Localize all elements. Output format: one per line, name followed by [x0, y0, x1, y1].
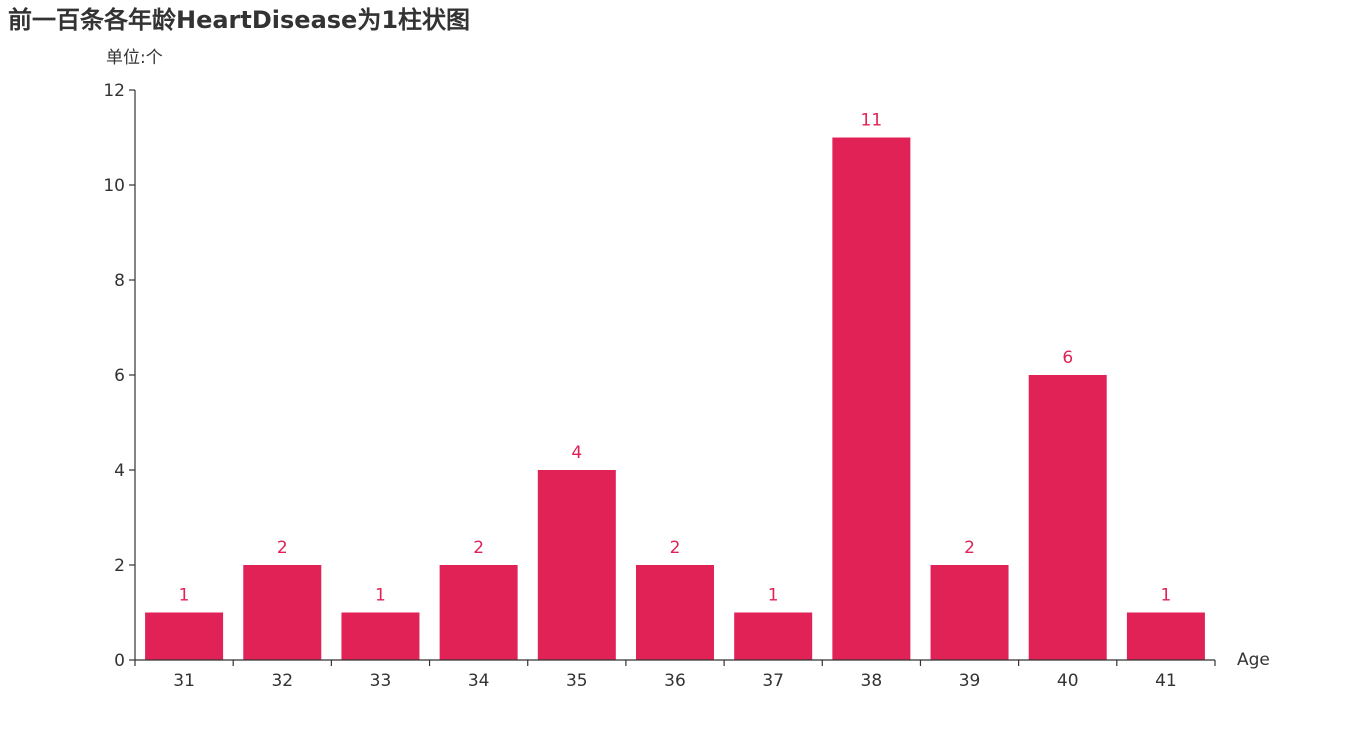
y-tick-label-12: 12 [103, 81, 125, 101]
y-tick-label-6: 6 [114, 366, 125, 386]
x-tick-label-37: 37 [762, 671, 784, 691]
bar-40[interactable] [1028, 375, 1107, 660]
x-axis-label: Age [1237, 650, 1270, 670]
y-axis-label: 单位:个 [106, 48, 163, 68]
x-tick-label-35: 35 [566, 671, 588, 691]
data-label-31: 1 [179, 586, 190, 606]
x-tick-label-34: 34 [468, 671, 490, 691]
bar-32[interactable] [243, 565, 322, 660]
bar-31[interactable] [145, 612, 224, 661]
y-tick-label-10: 10 [103, 176, 125, 196]
data-label-33: 1 [375, 586, 386, 606]
chart-title: 前一百条各年龄HeartDisease为1柱状图 [8, 6, 471, 34]
y-tick-label-0: 0 [114, 651, 125, 671]
y-tick-label-8: 8 [114, 271, 125, 291]
x-tick-label-31: 31 [173, 671, 195, 691]
bar-35[interactable] [537, 470, 616, 660]
data-label-35: 4 [571, 443, 582, 463]
x-tick-label-33: 33 [370, 671, 392, 691]
data-label-39: 2 [964, 538, 975, 558]
bar-39[interactable] [930, 565, 1009, 660]
x-tick-label-41: 41 [1155, 671, 1177, 691]
data-label-41: 1 [1160, 586, 1171, 606]
data-label-40: 6 [1062, 348, 1073, 368]
x-tick-label-40: 40 [1057, 671, 1079, 691]
bar-38[interactable] [832, 137, 911, 661]
data-label-32: 2 [277, 538, 288, 558]
y-tick-label-2: 2 [114, 556, 125, 576]
data-label-36: 2 [670, 538, 681, 558]
bar-34[interactable] [439, 565, 518, 660]
x-tick-label-36: 36 [664, 671, 686, 691]
bar-36[interactable] [636, 565, 714, 660]
bar-37[interactable] [734, 612, 813, 661]
data-label-37: 1 [768, 586, 779, 606]
x-tick-label-32: 32 [271, 671, 293, 691]
bar-41[interactable] [1126, 612, 1205, 661]
x-tick-label-38: 38 [861, 671, 883, 691]
bar-33[interactable] [341, 612, 420, 661]
data-label-34: 2 [473, 538, 484, 558]
data-label-38: 11 [861, 111, 883, 131]
x-tick-label-39: 39 [959, 671, 981, 691]
y-tick-label-4: 4 [114, 461, 125, 481]
